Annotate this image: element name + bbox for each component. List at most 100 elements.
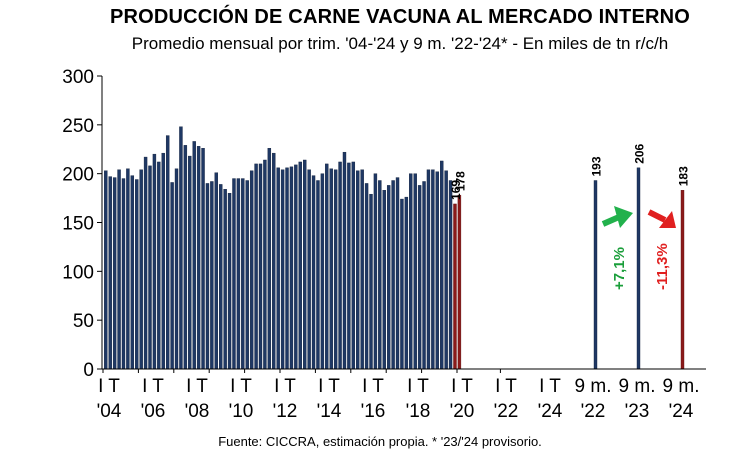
- x-tick-label-bottom: '10: [229, 401, 254, 422]
- bar-quarter: [404, 196, 409, 370]
- down-arrow-head: [659, 211, 676, 228]
- bar-quarter: [196, 146, 201, 370]
- bar-quarter: [289, 166, 294, 370]
- x-tick-label-bottom: '16: [361, 401, 386, 422]
- bar-quarter: [435, 171, 439, 370]
- down-arrow-icon: [647, 209, 667, 223]
- x-tick-label: I T '14: [317, 376, 342, 422]
- x-tick-label-bottom: '14: [317, 401, 342, 422]
- bar-quarter: [386, 185, 391, 370]
- x-tick-label: I T '10: [229, 376, 254, 422]
- bar-quarter: [360, 169, 364, 370]
- bar-quarter: [303, 159, 307, 370]
- x-tick-label: I T '12: [273, 376, 298, 422]
- bar-quarter: [161, 152, 165, 370]
- x-tick-label: I T '04: [97, 376, 122, 422]
- bar-quarter: [267, 148, 272, 370]
- bar-quarter: [426, 169, 431, 370]
- x-tick-label-bottom: '08: [185, 401, 210, 422]
- x-tick-label-top: I T: [362, 376, 384, 397]
- chart-subtitle: Promedio mensual por trim. '04-'24 y 9 m…: [131, 34, 669, 53]
- x-tick-label-top: I T: [495, 376, 517, 397]
- chart-source-note: Fuente: CICCRA, estimación propia. * '23…: [218, 434, 542, 449]
- bar-quarter: [236, 178, 241, 370]
- bar-9-months: [636, 167, 641, 370]
- bar-quarter: [409, 173, 413, 370]
- bar-quarter: [448, 180, 453, 370]
- x-tick-label-top: I T: [539, 376, 561, 397]
- x-tick-label-bottom: '22: [494, 401, 519, 422]
- x-tick-label-bottom: '24: [538, 401, 563, 422]
- x-tick-label: I T '20: [450, 376, 475, 422]
- bar-quarter: [347, 162, 351, 370]
- bar-quarter: [192, 141, 196, 370]
- bar-quarter: [210, 181, 214, 370]
- bar-quarter: [232, 178, 236, 370]
- bar-quarter: [311, 175, 316, 370]
- x-axis: I T '04 I T '06 I T '08 I T '10 I T '12 I T '14 I T '…: [97, 368, 706, 422]
- y-tick-label: 150: [62, 214, 94, 235]
- bar-value-label: 169: [449, 180, 463, 200]
- x-tick-label: I T '24: [538, 376, 563, 422]
- x-tick-label-top: I T: [407, 376, 429, 397]
- bar-quarter: [219, 184, 223, 370]
- bar-quarter: [378, 180, 382, 370]
- x-tick-label-bottom: '06: [141, 401, 166, 422]
- y-tick-label: 200: [62, 165, 94, 186]
- x-tick-label: 9 m. '24: [663, 376, 700, 422]
- bar-quarter: [364, 183, 369, 370]
- bar-value-label: 193: [590, 156, 604, 176]
- bar-quarter: [245, 180, 249, 370]
- bar-quarter: [258, 163, 263, 370]
- up-arrow-head: [614, 206, 633, 228]
- bar-value-label: 183: [677, 166, 691, 186]
- bar-quarter: [391, 180, 395, 370]
- x-tick-label-top: 9 m.: [575, 376, 612, 397]
- x-tick-label-bottom: '23: [625, 401, 650, 422]
- bar-9-months: [680, 190, 685, 370]
- x-tick-label: I T '22: [494, 376, 519, 422]
- bar-quarter: [338, 161, 342, 370]
- bar-quarter: [126, 168, 130, 370]
- bar-quarter: [249, 170, 254, 370]
- bar-quarter: [223, 189, 227, 370]
- x-tick-label: I T '16: [361, 376, 386, 422]
- bar-quarter: [112, 177, 117, 370]
- x-tick-label: 9 m. '23: [619, 376, 656, 422]
- bar-quarter: [285, 167, 289, 370]
- y-axis: 0 50 100 150 200 250 300: [62, 67, 103, 381]
- bar-quarter: [188, 155, 192, 370]
- bar-quarter: [179, 126, 183, 370]
- bar-quarter: [165, 135, 170, 370]
- bar-quarter: [440, 160, 444, 370]
- bar-quarter: [130, 175, 135, 370]
- bar-quarter: [444, 170, 448, 370]
- bar-quarter: [276, 167, 280, 370]
- x-tick-label-top: I T: [451, 376, 473, 397]
- y-tick-label: 250: [62, 116, 94, 137]
- bar-quarter: [417, 185, 422, 370]
- bar-quarter: [369, 193, 373, 370]
- bar-value-label: 178: [453, 171, 467, 191]
- x-tick-label: I T '18: [406, 376, 431, 422]
- x-tick-label-top: I T: [318, 376, 340, 397]
- bar-quarter: [333, 169, 338, 370]
- bar-quarter: [152, 153, 157, 370]
- bar-quarter: [254, 163, 258, 370]
- x-tick-label-top: I T: [230, 376, 252, 397]
- bar-quarter: [280, 169, 285, 370]
- bar-quarter: [325, 163, 329, 370]
- chart-title: PRODUCCIÓN DE CARNE VACUNA AL MERCADO IN…: [109, 6, 691, 28]
- variation-up-label: +7,1%: [611, 247, 628, 290]
- bar-quarter: [422, 181, 426, 370]
- up-arrow-icon: [601, 214, 621, 227]
- bar-quarter: [342, 151, 347, 370]
- bar-quarter: [201, 148, 205, 370]
- bar-value-label: 206: [633, 143, 647, 163]
- bar-quarter: [413, 173, 417, 370]
- y-tick-label: 100: [62, 262, 94, 283]
- bar-quarter: [227, 192, 232, 370]
- bar-quarter: [316, 180, 320, 370]
